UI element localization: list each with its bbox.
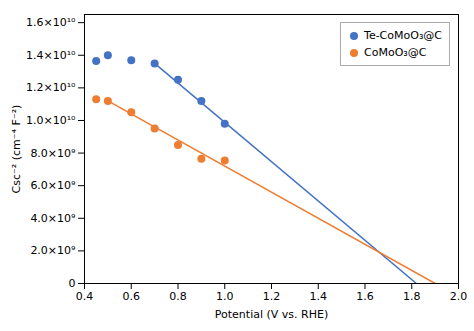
svg-text:1.2×10¹⁰: 1.2×10¹⁰ xyxy=(26,81,76,94)
svg-text:1.0: 1.0 xyxy=(216,290,234,303)
svg-text:0.4: 0.4 xyxy=(76,290,94,303)
svg-text:Potential (V vs. RHE): Potential (V vs. RHE) xyxy=(215,308,328,321)
svg-text:1.6×10¹⁰: 1.6×10¹⁰ xyxy=(26,16,76,29)
svg-text:0: 0 xyxy=(69,277,76,290)
svg-text:2.0×10⁹: 2.0×10⁹ xyxy=(30,244,75,257)
svg-text:1.6: 1.6 xyxy=(356,290,374,303)
svg-text:1.4: 1.4 xyxy=(310,290,328,303)
svg-text:0.6: 0.6 xyxy=(123,290,141,303)
html-text:Te-CoMoO₃@C: Te-CoMoO₃@C xyxy=(364,29,442,42)
svg-text:4.0×10⁹: 4.0×10⁹ xyxy=(30,212,75,225)
svg-text:0.8: 0.8 xyxy=(169,290,187,303)
svg-text:6.0×10⁹: 6.0×10⁹ xyxy=(30,179,75,192)
svg-text:Csc⁻² (cm⁻⁴ F⁻²): Csc⁻² (cm⁻⁴ F⁻²) xyxy=(10,105,23,194)
svg-text:1.2: 1.2 xyxy=(263,290,281,303)
svg-text:1.0×10¹⁰: 1.0×10¹⁰ xyxy=(26,114,76,127)
svg-text:1.4×10¹⁰: 1.4×10¹⁰ xyxy=(26,49,76,62)
svg-text:2.0: 2.0 xyxy=(450,290,468,303)
svg-text:1.8: 1.8 xyxy=(403,290,421,303)
svg-text:8.0×10⁹: 8.0×10⁹ xyxy=(30,147,75,160)
html-text:CoMoO₃@C: CoMoO₃@C xyxy=(364,46,427,59)
